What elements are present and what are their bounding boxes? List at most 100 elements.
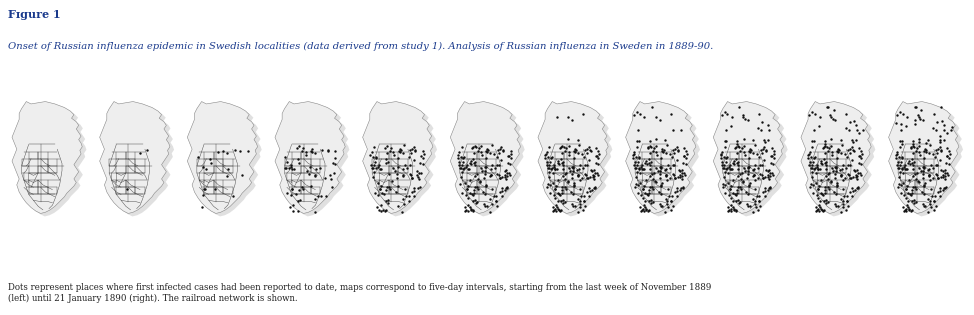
Point [660,162,676,167]
Point [766,156,781,161]
Point [939,171,955,176]
Point [925,175,941,180]
Point [905,139,920,144]
Polygon shape [888,101,958,214]
Point [460,186,475,191]
Point [829,165,844,170]
Point [566,149,581,154]
Point [752,155,768,160]
Point [904,208,919,213]
Point [670,148,686,153]
Point [676,146,692,151]
Point [760,172,775,177]
Point [395,166,411,171]
Point [753,203,768,208]
Point [908,199,923,204]
Point [469,199,485,204]
Point [928,172,944,177]
Point [476,202,492,207]
Point [576,193,591,198]
Point [727,161,742,166]
Point [298,152,314,157]
Point [910,112,925,117]
Point [551,192,567,197]
Point [560,136,576,141]
Point [283,163,299,168]
Point [758,149,773,154]
Point [554,191,570,196]
Point [285,208,301,213]
Point [810,167,826,172]
Point [747,178,763,183]
Point [924,152,940,157]
Point [540,160,555,165]
Point [903,145,918,150]
Point [735,136,751,141]
Point [676,154,692,159]
Point [282,204,298,209]
Point [727,192,742,197]
Point [669,158,685,163]
Point [907,117,922,122]
Point [415,149,431,154]
Point [907,144,922,149]
Point [902,192,918,197]
Point [802,162,817,167]
Point [499,174,514,179]
Point [838,166,853,171]
Point [307,150,322,155]
Point [484,187,500,192]
Point [466,157,481,162]
Point [908,149,923,154]
Point [828,203,843,209]
Point [843,146,858,151]
Point [753,127,768,132]
Point [839,112,854,117]
Point [641,199,656,204]
Point [204,160,219,165]
Point [308,166,323,171]
Point [901,158,917,163]
Point [904,157,919,162]
Point [725,160,740,165]
Point [746,173,762,178]
Point [907,121,922,126]
Point [371,163,387,168]
Point [499,176,514,181]
Point [644,105,659,110]
Point [284,186,300,191]
Point [915,202,930,207]
Point [645,171,660,176]
Point [480,148,496,153]
Point [391,156,406,161]
Point [478,149,494,154]
Point [725,199,740,204]
Point [503,149,518,154]
Point [482,150,498,155]
Point [745,209,761,215]
Point [654,149,669,154]
Point [494,185,509,190]
Point [368,156,384,161]
Point [545,181,561,186]
Point [891,165,907,170]
Point [654,182,669,187]
Point [401,155,417,160]
Point [407,188,423,193]
Point [366,163,382,168]
Point [455,159,470,164]
Point [806,155,822,160]
Point [299,169,315,174]
Point [477,203,493,209]
Point [567,204,582,209]
Point [469,185,485,190]
Point [751,193,767,198]
Point [588,154,604,159]
Point [851,154,867,159]
Point [633,165,649,170]
Point [906,167,921,172]
Point [843,190,858,195]
Point [659,143,675,148]
Point [766,149,781,154]
Point [412,161,428,166]
